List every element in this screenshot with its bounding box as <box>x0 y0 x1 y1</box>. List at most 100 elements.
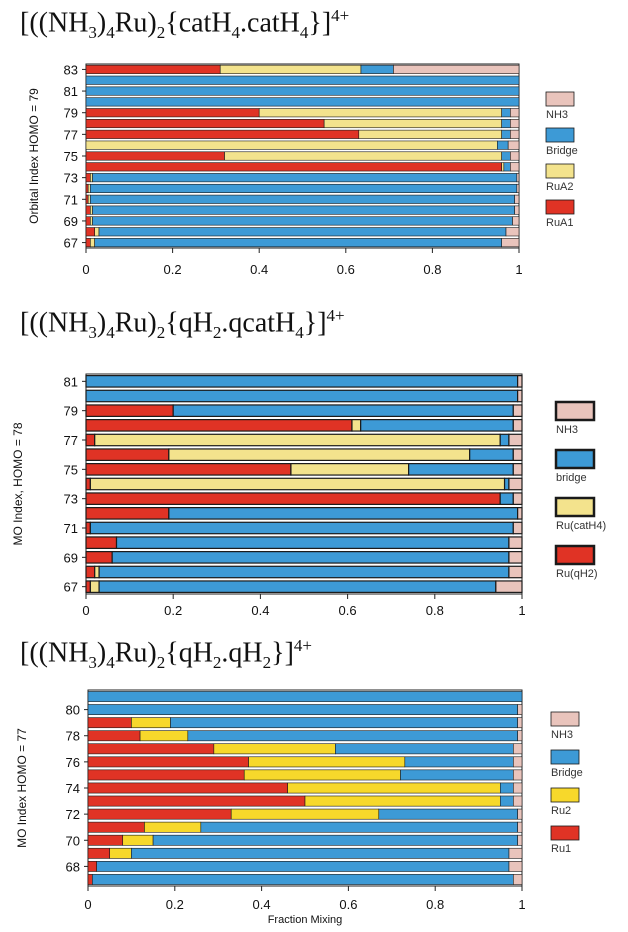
legend-swatch <box>554 544 596 566</box>
bar-segment-ru-cath4- <box>94 565 100 579</box>
bar-segment-bridge <box>378 808 518 820</box>
bar-segment-rua1 <box>85 173 91 183</box>
bar-segment-bridge <box>503 477 510 491</box>
bar-segment-ru-cath4- <box>94 433 501 447</box>
title-part: .catH <box>240 7 300 39</box>
title-part: 4+ <box>331 6 350 25</box>
title-part: 2 <box>212 322 222 342</box>
bar-segment-nh3 <box>517 808 523 820</box>
bar-segment-nh3 <box>505 227 520 237</box>
bar-segment-rua2 <box>87 194 91 204</box>
title-part: {qH <box>165 307 213 339</box>
title-part: }] <box>271 637 294 669</box>
bar-segment-ru2 <box>243 769 401 781</box>
bar-segment-rua2 <box>87 183 91 193</box>
legend-label: Bridge <box>546 145 578 157</box>
bar-segment-ru1 <box>87 808 232 820</box>
legend-swatch <box>545 127 575 143</box>
x-tick-label: 0.2 <box>164 603 182 618</box>
panel2-title: [((NH3)4Ru)2{qH2.qcatH4}]4+ <box>20 306 345 343</box>
title-part: 2 <box>156 652 166 672</box>
bar-segment-rua2 <box>90 216 93 226</box>
bar-segment-rua2 <box>85 140 498 150</box>
title-part: 2 <box>156 322 166 342</box>
bar-segment-bridge <box>499 782 514 794</box>
bar-segment-nh3 <box>508 551 523 564</box>
bar-segment-rua2 <box>90 205 93 215</box>
title-part: 4 <box>106 22 115 42</box>
bar-segment-nh3 <box>512 216 520 226</box>
bar-segment-nh3 <box>507 140 520 150</box>
title-part: .qcatH <box>221 307 296 339</box>
legend-label: NH3 <box>556 424 578 436</box>
legend-swatch <box>554 496 596 518</box>
title-part: 4 <box>106 652 115 672</box>
title-part: 4+ <box>326 306 345 325</box>
bar-segment-ru-qh2- <box>85 551 113 564</box>
legend-label: RuA2 <box>546 181 574 193</box>
bar-segment-ru2 <box>109 847 132 859</box>
bar-segment-nh3 <box>501 238 520 248</box>
bar-segment-nh3 <box>512 419 523 432</box>
title-part: 2 <box>156 22 166 42</box>
y-tick-label: 71 <box>64 192 78 207</box>
bar-segment-bridge <box>87 704 518 715</box>
title-part: .qH <box>221 637 263 669</box>
bar-segment-nh3 <box>514 194 520 204</box>
bar-segment-rua1 <box>85 205 91 215</box>
bar-segment-nh3 <box>517 507 523 520</box>
x-axis-label: Fraction Mixing <box>268 914 343 926</box>
x-tick-label: 0.2 <box>164 262 182 277</box>
bar-segment-ru2 <box>304 795 501 807</box>
bar-segment-ru1 <box>87 782 288 794</box>
x-tick-label: 1 <box>515 262 522 277</box>
bar-segment-bridge <box>400 769 514 781</box>
bar-segment-rua1 <box>85 129 360 139</box>
y-tick-label: 73 <box>64 492 78 507</box>
bar-segment-bridge <box>469 448 514 461</box>
bar-segment-bridge <box>499 433 510 447</box>
bar-segment-nh3 <box>517 834 523 846</box>
bar-segment-rua1 <box>85 151 225 161</box>
title-part: Ru) <box>114 307 157 339</box>
bar-segment-bridge <box>497 140 509 150</box>
y-tick-label: 78 <box>66 729 80 744</box>
title-part: Ru) <box>114 7 157 39</box>
legend-swatch <box>550 825 580 841</box>
bar-segment-ru1 <box>87 847 111 859</box>
bar-segment-bridge <box>360 64 394 74</box>
title-part: 4 <box>231 22 241 42</box>
legend-swatch <box>545 199 575 215</box>
bar-segment-rua2 <box>224 151 502 161</box>
bar-segment-ru1 <box>87 730 141 742</box>
bar-segment-nh3 <box>517 821 523 833</box>
y-tick-label: 69 <box>64 214 78 229</box>
x-tick-label: 0 <box>82 603 89 618</box>
bar-segment-bridge <box>94 238 502 248</box>
bar-segment-nh3 <box>508 565 523 579</box>
bar-segment-nh3 <box>516 183 520 193</box>
legend-swatch <box>550 711 580 727</box>
bar-segment-ru2 <box>213 743 336 755</box>
bar-segment-ru1 <box>87 717 132 729</box>
bar-segment-ru-qh2- <box>85 565 96 579</box>
bar-segment-bridge <box>92 173 518 183</box>
legend-label: NH3 <box>546 109 568 121</box>
bar-segment-ru-cath4- <box>168 448 471 461</box>
bar-segment-ru-qh2- <box>85 536 118 549</box>
legend-swatch <box>550 749 580 765</box>
bar-segment-rua1 <box>85 119 325 129</box>
bar-segment-ru2 <box>131 717 171 729</box>
y-tick-label: 71 <box>64 521 78 536</box>
bar-segment-rua1 <box>85 183 89 193</box>
bar-segment-nh3 <box>512 404 523 417</box>
y-tick-label: 77 <box>64 433 78 448</box>
bar-segment-bridge <box>172 404 514 417</box>
bar-segment-ru1 <box>87 769 245 781</box>
bar-segment-rua2 <box>90 238 95 248</box>
panel1-title: [((NH3)4Ru)2{catH4.catH4}]4+ <box>20 6 349 43</box>
bar-segment-nh3 <box>508 861 523 872</box>
bar-segment-bridge <box>499 492 514 505</box>
bar-segment-bridge <box>131 847 510 859</box>
bar-segment-bridge <box>85 75 520 85</box>
